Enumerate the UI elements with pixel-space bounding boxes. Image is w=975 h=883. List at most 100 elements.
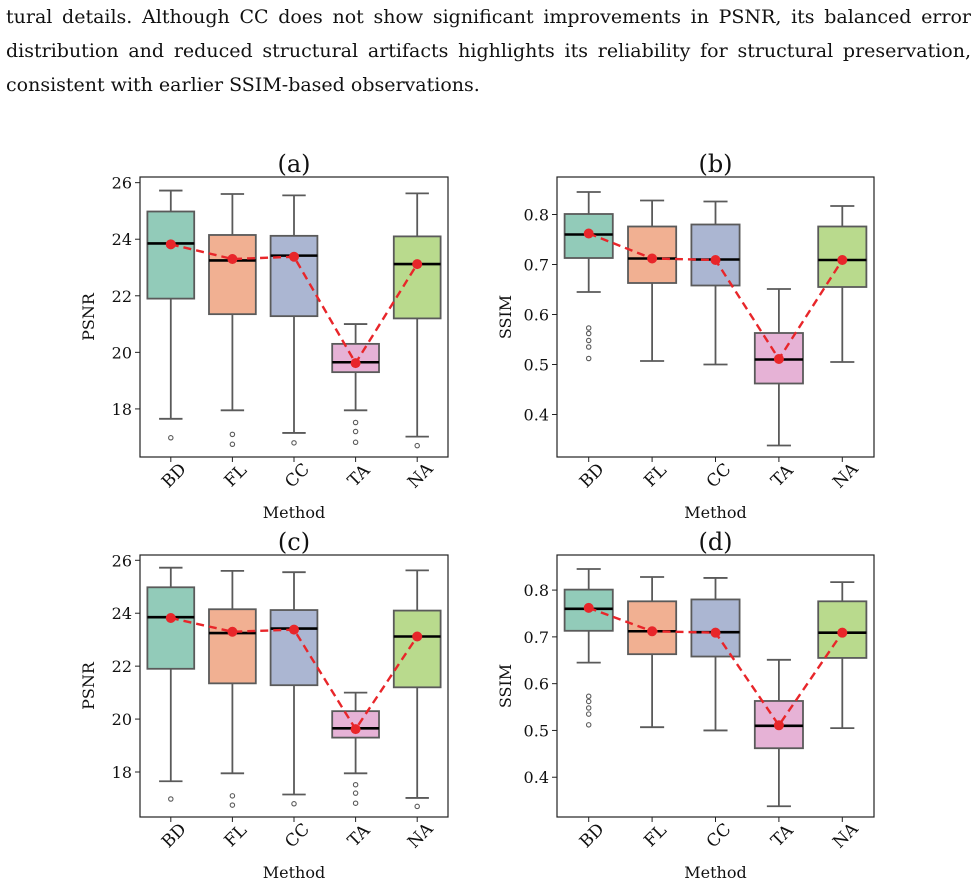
box-body [208, 234, 257, 316]
x-axis-label: Method [263, 503, 325, 522]
outlier-point [229, 793, 236, 799]
mean-point [647, 626, 658, 637]
x-tick-label: CC [703, 820, 736, 853]
x-tick-label: TA [344, 820, 375, 851]
chart-panel: 18 20 22 24 26 BD FL CC TA NA (a) Method PSNR [79, 150, 449, 522]
chart-panel: 18 20 22 24 26 BD FL CC TA NA (c) Method PSNR [79, 528, 449, 882]
y-tick-label: 20 [112, 343, 132, 362]
y-tick-label: 18 [112, 400, 132, 419]
outlier-point [414, 442, 420, 449]
y-tick-label: 0.7 [524, 256, 549, 275]
box-ta [331, 691, 380, 806]
outlier-point [585, 344, 592, 350]
x-tick-label: FL [221, 821, 251, 851]
outlier-point [585, 722, 592, 728]
mean-point [837, 255, 848, 265]
x-tick-label: CC [281, 460, 314, 493]
outlier-point [291, 440, 297, 446]
mean-point [773, 720, 784, 731]
box-bd [563, 191, 614, 362]
y-tick-label: 0.5 [524, 356, 549, 375]
y-tick-label: 20 [112, 710, 132, 729]
outlier-point [229, 431, 236, 438]
mean-point [165, 612, 176, 623]
y-tick-label: 0.8 [524, 206, 549, 225]
box-bd [146, 189, 196, 441]
outlier-point [414, 803, 420, 810]
outlier-point [352, 800, 359, 806]
outlier-point [352, 419, 359, 426]
outlier-point [585, 698, 592, 705]
mean-point [412, 631, 423, 642]
y-tick-label: 24 [112, 230, 132, 249]
box-bd [146, 566, 196, 802]
outlier-point [585, 325, 592, 331]
x-tick-label: NA [829, 459, 863, 493]
mean-point [227, 626, 238, 637]
x-axis-label: Method [684, 863, 746, 882]
outlier-point [168, 435, 174, 441]
y-tick-label: 0.4 [524, 406, 549, 425]
x-tick-label: BD [576, 820, 609, 853]
box-body [690, 598, 741, 658]
y-tick-label: 24 [112, 604, 132, 623]
mean-point [837, 627, 848, 638]
y-tick-label: 0.6 [524, 306, 549, 325]
x-tick-label: FL [640, 461, 670, 491]
y-axis-label: SSIM [496, 295, 515, 339]
mean-point [583, 602, 594, 613]
outlier-point [585, 705, 592, 711]
mean-point [350, 724, 361, 735]
box-fl [627, 199, 678, 362]
x-tick-label: BD [158, 820, 191, 853]
outlier-point [229, 441, 236, 448]
mean-point [350, 358, 361, 369]
mean-point [710, 255, 721, 265]
box-cc [690, 577, 741, 732]
box-body [269, 609, 319, 687]
x-tick-label: NA [404, 819, 438, 853]
y-tick-label: 22 [112, 657, 132, 676]
y-tick-label: 0.5 [524, 721, 549, 740]
outlier-point [585, 355, 592, 362]
outlier-point [585, 711, 592, 717]
outlier-point [291, 801, 297, 807]
y-axis-label: PSNR [79, 661, 98, 710]
y-tick-label: 0.7 [524, 628, 549, 647]
box-fl [208, 193, 257, 448]
panel-title: (b) [698, 150, 732, 178]
box-na [817, 205, 868, 363]
mean-point [165, 239, 176, 250]
x-axis-label: Method [684, 503, 746, 522]
x-tick-label: TA [767, 820, 798, 851]
outlier-point [585, 693, 592, 700]
paragraph-line: consistent with earlier SSIM-based obser… [6, 74, 480, 96]
x-tick-label: CC [703, 460, 736, 493]
panel-title: (a) [277, 150, 310, 178]
box-na [817, 581, 868, 730]
outlier-point [352, 428, 359, 435]
x-tick-label: TA [767, 460, 798, 491]
paragraph-line: tural details. Although CC does not show… [6, 6, 971, 28]
panel-title: (c) [278, 528, 310, 556]
box-body [392, 609, 442, 689]
chart-panel: 0.4 0.5 0.6 0.7 0.8 BD FL CC TA NA (b) Method SSIM [496, 150, 875, 522]
y-tick-label: 18 [112, 763, 132, 782]
box-cc [690, 200, 741, 366]
x-tick-label: BD [158, 460, 191, 493]
x-tick-label: NA [829, 819, 863, 853]
outlier-point [585, 337, 592, 344]
box-ta [753, 288, 804, 447]
box-na [392, 192, 442, 449]
chart-panel: 0.4 0.5 0.6 0.7 0.8 BD FL CC TA NA (d) Method SSIM [496, 528, 875, 882]
mean-point [289, 251, 299, 262]
x-axis-label: Method [263, 863, 325, 882]
x-tick-label: FL [221, 461, 251, 491]
y-axis-label: SSIM [496, 664, 515, 708]
x-tick-label: NA [404, 459, 438, 493]
mean-point [647, 253, 658, 264]
x-tick-label: CC [281, 820, 314, 853]
box-cc [269, 571, 319, 807]
outlier-point [352, 790, 359, 796]
outlier-point [352, 439, 359, 446]
